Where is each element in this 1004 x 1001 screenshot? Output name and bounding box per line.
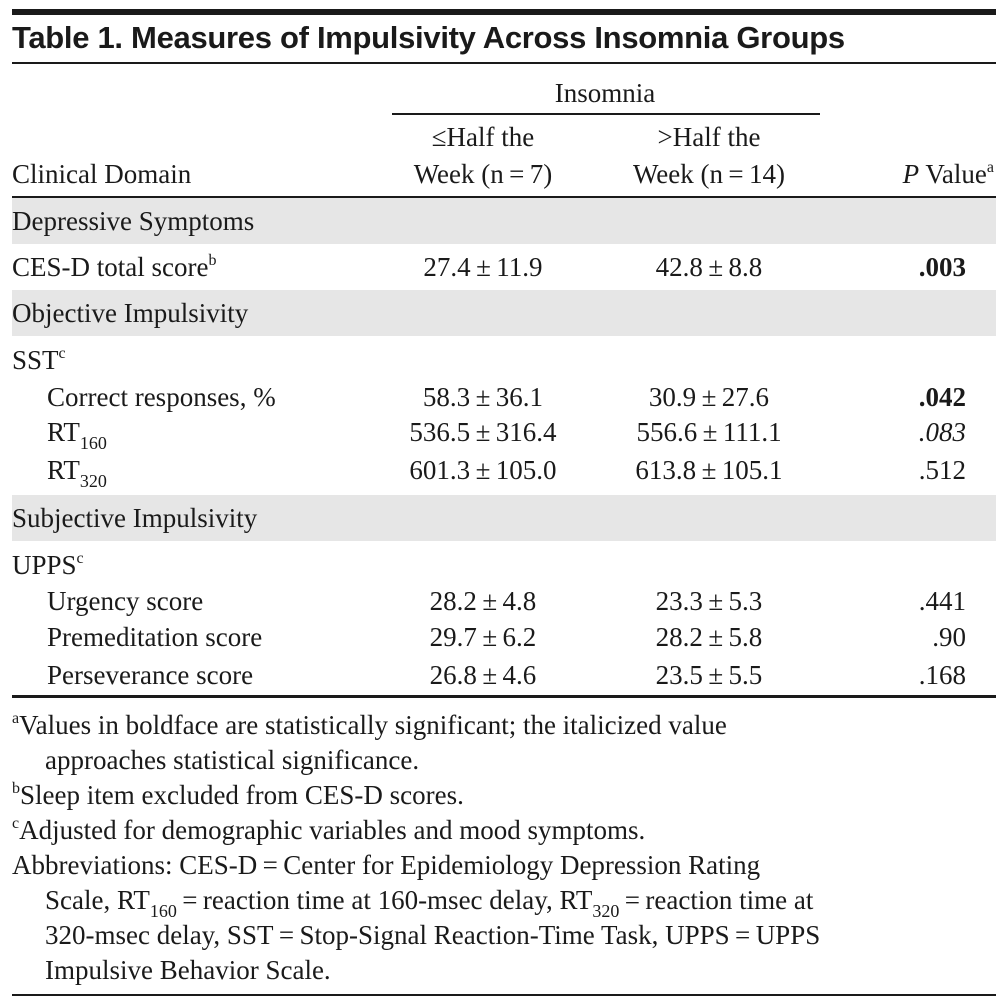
row-value-col2: 23.5 ± 5.5: [655, 660, 763, 690]
col2-header-line2: Week (n = 14): [632, 159, 786, 189]
subsection-footnote-mark: c: [58, 345, 66, 362]
col3-header-footnote: a: [986, 159, 994, 176]
section-shade-subjective: [12, 495, 996, 541]
subsection-label: SSTc: [12, 344, 66, 376]
row-value-col2: 30.9 ± 27.6: [648, 382, 770, 412]
row-label: Premeditation score: [47, 622, 263, 652]
section-label: Subjective Impulsivity: [12, 503, 258, 533]
section-label: Depressive Symptoms: [12, 206, 255, 236]
row-label: CES-D total scoreb: [12, 251, 216, 283]
row-label-subscript: 160: [79, 433, 107, 453]
top-thick-rule: [12, 9, 996, 15]
abbreviations-line2: Scale, RT160 = reaction time at 160-msec…: [10, 883, 814, 921]
row-value-col1: 58.3 ± 36.1: [422, 382, 544, 412]
footnote-b: bSleep item excluded from CES-D scores.: [12, 778, 464, 813]
insomnia-group-header: Insomnia: [554, 78, 656, 108]
row-value-col2: 556.6 ± 111.1: [636, 417, 782, 447]
row-p-value: .168: [918, 660, 966, 690]
row-value-col1: 26.8 ± 4.6: [429, 660, 537, 690]
subsection-footnote-mark: c: [76, 550, 84, 567]
row-value-col1: 29.7 ± 6.2: [429, 622, 537, 652]
abbr-line2-sub2: 320: [592, 901, 620, 921]
subsection-label-text: SST: [12, 345, 59, 375]
footnote-a-cont: approaches statistical significance.: [45, 745, 420, 775]
row-p-value: .042: [918, 382, 966, 412]
footnote-a-mark: a: [12, 710, 20, 727]
abbreviations-line1: Abbreviations: CES-D = Center for Epidem…: [12, 850, 761, 880]
section-shade-depressive: [12, 198, 996, 244]
footnote-c-text: Adjusted for demographic variables and m…: [19, 815, 646, 845]
row-label-text: CES-D total score: [12, 252, 209, 282]
row-label: Perseverance score: [47, 660, 254, 690]
row-value-col2: 23.3 ± 5.3: [655, 586, 763, 616]
table-title: Table 1. Measures of Impulsivity Across …: [12, 20, 845, 55]
row-value-col2: 613.8 ± 105.1: [635, 455, 783, 485]
row-value-col1: 601.3 ± 105.0: [409, 455, 557, 485]
col2-header-line1: >Half the: [657, 122, 761, 152]
subsection-label-text: UPPS: [12, 550, 77, 580]
abbr-line2-b: = reaction time at 160-msec delay, RT: [176, 885, 593, 915]
row-value-col1: 27.4 ± 11.9: [423, 252, 543, 282]
col3-header-rest: Value: [919, 159, 987, 189]
abbr-line2-a: Scale, RT: [45, 885, 150, 915]
footnote-b-mark: b: [12, 780, 20, 797]
row-p-value: .90: [932, 622, 966, 652]
row-label: RT320: [12, 454, 107, 490]
row-value-col2: 42.8 ± 8.8: [655, 252, 763, 282]
row-value-col1: 536.5 ± 316.4: [409, 417, 557, 447]
col1-header-line2: Week (n = 7): [413, 159, 553, 189]
footnote-b-text: Sleep item excluded from CES-D scores.: [20, 780, 464, 810]
row-value-col2: 28.2 ± 5.8: [655, 622, 763, 652]
abbr-line2-sub1: 160: [149, 901, 177, 921]
row-label-text: RT: [47, 455, 80, 485]
footer-rule: [12, 994, 996, 996]
abbreviations-line4: Impulsive Behavior Scale.: [45, 955, 331, 985]
header-rule: [12, 196, 996, 198]
row-label: Urgency score: [47, 586, 204, 616]
footnote-c-mark: c: [12, 815, 20, 832]
row-p-value: .441: [918, 586, 966, 616]
subsection-label: UPPSc: [12, 549, 84, 581]
abbreviations-line3: 320-msec delay, SST = Stop-Signal Reacti…: [45, 920, 821, 950]
col0-header: Clinical Domain: [12, 159, 192, 189]
col1-header-line1: ≤Half the: [431, 122, 535, 152]
title-rule: [12, 62, 996, 64]
col3-header: P Valuea: [846, 158, 994, 190]
footnote-a-line1: Values in boldface are statistically sig…: [19, 710, 727, 740]
row-label: Correct responses, %: [47, 382, 276, 412]
row-label-subscript: 320: [79, 471, 107, 491]
footnote-a: aValues in boldface are statistically si…: [12, 708, 727, 743]
row-p-value: .512: [918, 455, 966, 485]
insomnia-span-rule: [392, 113, 820, 115]
row-label: RT160: [12, 416, 107, 452]
footnote-c: cAdjusted for demographic variables and …: [12, 813, 645, 848]
col3-header-p: P: [902, 159, 920, 189]
section-label: Objective Impulsivity: [12, 298, 249, 328]
row-value-col1: 28.2 ± 4.8: [429, 586, 537, 616]
abbr-line2-c: = reaction time at: [619, 885, 814, 915]
row-footnote-mark: b: [208, 252, 217, 269]
table-bottom-rule: [12, 695, 996, 698]
row-label-text: RT: [47, 417, 80, 447]
row-p-value: .083: [918, 417, 966, 447]
section-shade-objective: [12, 290, 996, 336]
row-p-value: .003: [918, 252, 966, 282]
